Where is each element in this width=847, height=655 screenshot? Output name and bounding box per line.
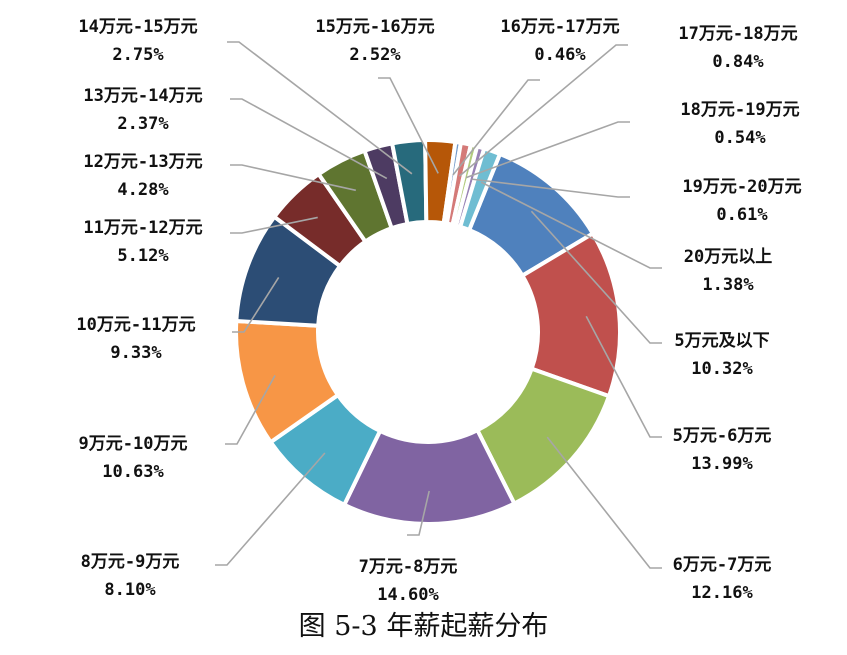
slice-percent: 2.37% <box>117 114 169 134</box>
leader-line <box>230 164 356 192</box>
slice-category: 14万元-15万元 <box>78 17 198 37</box>
leader-line <box>480 181 662 269</box>
slice-category: 6万元-7万元 <box>672 555 772 575</box>
slice-label: 5万元及以下 10.32% <box>674 327 769 383</box>
slice-label: 20万元以上 1.38% <box>684 243 772 299</box>
slice-category: 18万元-19万元 <box>680 100 800 120</box>
slice-label: 6万元-7万元 12.16% <box>673 551 772 607</box>
slice-percent: 10.32% <box>691 359 753 379</box>
slice-percent: 2.75% <box>112 45 164 65</box>
slice-percent: 4.28% <box>117 180 169 200</box>
slice-category: 17万元-18万元 <box>678 24 798 44</box>
slice-label: 19万元-20万元 0.61% <box>682 173 801 229</box>
chart-caption: 图 5-3 年薪起薪分布 <box>298 611 549 642</box>
slice-percent: 0.84% <box>712 52 764 72</box>
slice-percent: 0.54% <box>714 128 766 148</box>
leader-line <box>230 216 318 234</box>
leader-line <box>225 375 276 445</box>
slice-percent: 10.63% <box>102 462 164 482</box>
slice-category: 13万元-14万元 <box>83 86 203 106</box>
leader-line <box>378 77 439 174</box>
slice-label: 15万元-16万元 2.52% <box>315 13 434 69</box>
leader-line <box>546 436 662 569</box>
leader-line <box>407 490 430 536</box>
slice-label: 10万元-11万元 9.33% <box>76 311 195 367</box>
slice-label: 5万元-6万元 13.99% <box>673 422 772 478</box>
slice-percent: 0.61% <box>716 205 768 225</box>
slice-label: 17万元-18万元 0.84% <box>678 20 797 76</box>
slice-label: 7万元-8万元 14.60% <box>359 553 458 609</box>
slice-category: 19万元-20万元 <box>682 177 802 197</box>
slice-percent: 13.99% <box>691 454 753 474</box>
donut-slices <box>234 137 622 526</box>
slice-label: 12万元-13万元 4.28% <box>83 148 202 204</box>
slice-category: 9万元-10万元 <box>78 434 188 454</box>
slice-category: 5万元及以下 <box>674 331 770 351</box>
slice-label: 11万元-12万元 5.12% <box>83 214 202 270</box>
leader-line <box>585 315 662 438</box>
slice-category: 12万元-13万元 <box>83 152 203 172</box>
slice-percent: 8.10% <box>104 580 156 600</box>
slice-percent: 0.46% <box>534 45 586 65</box>
slice-category: 11万元-12万元 <box>83 218 203 238</box>
leader-line <box>215 452 326 566</box>
slice-label: 8万元-9万元 8.10% <box>81 548 180 604</box>
slice-category: 20万元以上 <box>683 247 773 267</box>
slice-label: 14万元-15万元 2.75% <box>78 13 197 69</box>
slice-percent: 1.38% <box>702 275 754 295</box>
slice-percent: 14.60% <box>377 585 439 605</box>
slice-label: 16万元-17万元 0.46% <box>500 13 619 69</box>
slice-category: 10万元-11万元 <box>76 315 196 335</box>
leader-lines <box>215 41 662 569</box>
slice-category: 15万元-16万元 <box>315 17 435 37</box>
leader-line <box>227 41 413 175</box>
leader-line <box>471 178 630 198</box>
leader-line <box>530 210 662 344</box>
slice-category: 8万元-9万元 <box>80 552 180 572</box>
leader-line <box>458 44 628 177</box>
leader-line <box>232 276 280 333</box>
slice-label: 13万元-14万元 2.37% <box>83 82 202 138</box>
slice-label: 9万元-10万元 10.63% <box>79 430 188 486</box>
slice-percent: 5.12% <box>117 246 169 266</box>
slice-label: 18万元-19万元 0.54% <box>680 96 799 152</box>
slice-category: 16万元-17万元 <box>500 17 620 37</box>
slice-percent: 12.16% <box>691 583 753 603</box>
slice-percent: 2.52% <box>349 45 401 65</box>
leader-line <box>230 98 388 180</box>
leader-line <box>465 121 630 179</box>
slice-percent: 9.33% <box>110 343 162 363</box>
slice-category: 7万元-8万元 <box>358 557 458 577</box>
leader-line <box>452 79 540 176</box>
slice-category: 5万元-6万元 <box>672 426 772 446</box>
